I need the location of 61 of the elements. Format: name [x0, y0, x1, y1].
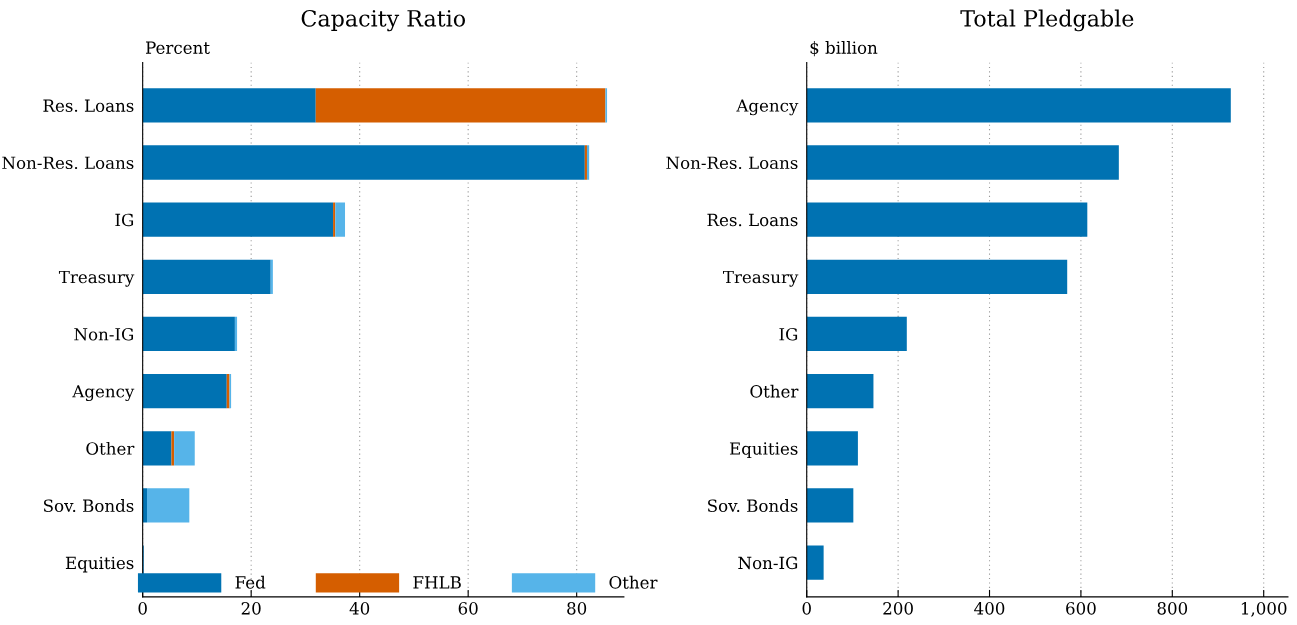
- bar: [171, 431, 175, 466]
- y-axis-title: Percent: [146, 41, 210, 54]
- y-tick-label: Non-Res. Loans: [666, 156, 798, 170]
- x-tick-label: 0: [802, 602, 811, 615]
- bar: [142, 316, 235, 352]
- legend-label: Other: [609, 575, 658, 589]
- y-tick-label: Res. Loans: [707, 213, 798, 227]
- x-tick-label: 60: [458, 602, 478, 615]
- x-tick-label: 40: [349, 602, 370, 615]
- x-tick-label: 1,000: [1241, 602, 1287, 617]
- y-tick-label: Equities: [65, 556, 134, 573]
- bar: [174, 431, 195, 466]
- bar: [806, 88, 1231, 123]
- x-tick-label: 20: [241, 602, 261, 615]
- bar: [142, 259, 271, 294]
- bar: [142, 88, 316, 123]
- chart-title: Total Pledgable: [960, 9, 1134, 32]
- y-tick-label: Other: [750, 384, 799, 398]
- y-tick-label: IG: [115, 213, 134, 227]
- bar: [806, 145, 1119, 180]
- y-tick-label: Sov. Bonds: [44, 499, 134, 512]
- bar: [270, 259, 273, 294]
- bar: [142, 373, 227, 409]
- bar: [806, 202, 1088, 237]
- y-axis-title: $ billion: [810, 41, 878, 57]
- y-tick-label: Non-IG: [738, 556, 798, 570]
- y-tick-label: Treasury: [58, 270, 135, 287]
- bar: [147, 488, 190, 523]
- y-tick-label: Non-Res. Loans: [2, 156, 134, 170]
- bar: [234, 316, 238, 352]
- y-tick-label: Agency: [72, 385, 135, 402]
- x-tick-label: 600: [1066, 602, 1096, 615]
- chart-title: Capacity Ratio: [301, 9, 466, 32]
- x-tick-label: 800: [1157, 602, 1188, 615]
- x-tick-label: 80: [567, 602, 587, 615]
- bar: [142, 202, 334, 237]
- y-tick-label: Sov. Bonds: [708, 499, 798, 512]
- legend-label: FHLB: [413, 576, 461, 589]
- y-tick-label: Agency: [736, 99, 799, 116]
- y-tick-label: IG: [779, 327, 798, 341]
- bar: [806, 545, 824, 580]
- bar: [142, 488, 148, 523]
- bar: [333, 202, 336, 237]
- y-tick-label: Non-IG: [74, 327, 134, 341]
- bar: [806, 431, 858, 466]
- bar: [142, 145, 585, 180]
- bar: [806, 373, 874, 409]
- y-tick-label: Res. Loans: [43, 99, 134, 112]
- x-tick-label: 400: [974, 602, 1005, 615]
- legend-label: Fed: [235, 575, 266, 589]
- bar: [142, 431, 172, 466]
- y-tick-label: Equities: [729, 442, 798, 459]
- x-tick-label: 200: [883, 602, 913, 615]
- bar: [335, 202, 346, 237]
- y-tick-label: Treasury: [723, 270, 799, 287]
- bar: [315, 88, 606, 123]
- bar: [806, 316, 907, 352]
- bar: [806, 259, 1068, 294]
- x-tick-label: 0: [138, 602, 147, 615]
- y-tick-label: Other: [86, 441, 135, 455]
- bar: [806, 488, 854, 523]
